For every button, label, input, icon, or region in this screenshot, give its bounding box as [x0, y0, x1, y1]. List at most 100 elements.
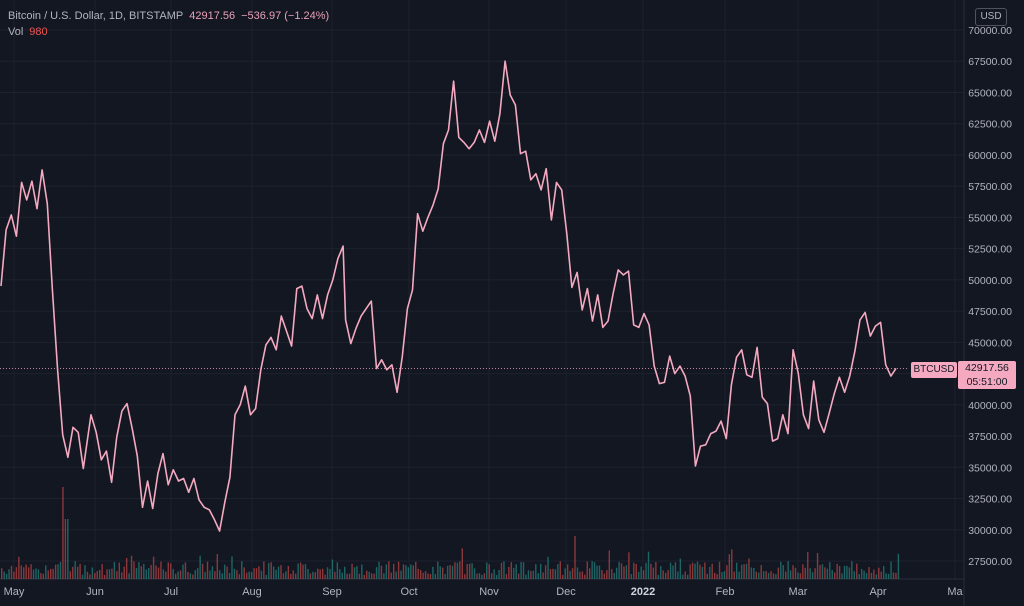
- volume-bar: [464, 574, 466, 579]
- x-tick-label: Ma: [947, 586, 963, 598]
- volume-bar: [393, 563, 395, 579]
- volume-bar: [30, 564, 32, 579]
- legend-header: Bitcoin / U.S. Dollar, 1D, BITSTAMP 42917…: [8, 10, 329, 22]
- volume-bar: [687, 574, 689, 579]
- volume-bar: [743, 564, 745, 579]
- volume-bar: [836, 563, 838, 579]
- volume-bar: [344, 566, 346, 579]
- volume-bar: [268, 563, 270, 579]
- volume-bar: [581, 571, 584, 579]
- volume-bar: [405, 565, 407, 579]
- volume-bar: [223, 564, 226, 579]
- volume-bar: [630, 574, 633, 579]
- currency-button[interactable]: USD: [975, 8, 1007, 26]
- volume-bar: [275, 569, 277, 579]
- volume-bar: [738, 571, 740, 579]
- volume-bar: [201, 563, 204, 579]
- volume-bar: [113, 561, 116, 579]
- volume-bar: [380, 565, 383, 579]
- volume-bar: [25, 564, 27, 579]
- price-change: −536.97 (−1.24%): [241, 10, 330, 22]
- volume-bar: [789, 570, 792, 579]
- volume-bar: [432, 566, 434, 579]
- volume-bar: [299, 562, 302, 579]
- volume-bar: [307, 568, 309, 579]
- volume-bar: [522, 562, 525, 579]
- y-tick-label: 45000.00: [968, 337, 1012, 349]
- volume-bar: [410, 564, 412, 579]
- volume-bar: [446, 565, 449, 579]
- volume-bar: [745, 563, 748, 579]
- volume-bar: [615, 567, 618, 579]
- y-tick-label: 62500.00: [968, 119, 1012, 131]
- volume-bar: [797, 572, 799, 579]
- volume-bar: [601, 570, 603, 579]
- price-series: [0, 60, 909, 532]
- volume-bar: [809, 568, 811, 579]
- volume-bar: [736, 562, 738, 579]
- volume-bar: [192, 574, 194, 579]
- volume-bar: [133, 561, 135, 579]
- volume-bar: [108, 569, 111, 579]
- volume-bar: [750, 567, 753, 579]
- volume-bar: [219, 570, 221, 579]
- volume-bar: [635, 563, 637, 579]
- volume-bar: [111, 568, 113, 579]
- volume-bar: [787, 561, 789, 579]
- volume-bar: [216, 554, 218, 579]
- price-axis: 70000.00 67500.00 65000.00 62500.00 60000.00…: [968, 25, 1012, 568]
- volume-bar: [23, 567, 25, 579]
- y-tick-label: 67500.00: [968, 56, 1012, 68]
- volume-bar: [709, 566, 711, 579]
- volume-bar: [74, 561, 76, 579]
- volume-bar: [287, 565, 290, 579]
- volume-bar: [848, 567, 851, 579]
- volume-bar: [258, 566, 260, 579]
- volume-bar: [883, 566, 885, 579]
- price-line: [0, 60, 897, 532]
- volume-bar: [792, 565, 794, 579]
- volume-bar: [415, 561, 417, 579]
- volume-bar: [277, 566, 280, 579]
- volume-bar: [388, 561, 390, 579]
- volume-bar: [214, 571, 216, 579]
- volume-bar: [370, 573, 373, 579]
- volume-bar: [672, 565, 674, 579]
- volume-bar: [890, 561, 892, 579]
- volume-bar: [59, 562, 62, 579]
- volume-bar: [138, 562, 140, 579]
- volume-bar: [613, 572, 615, 579]
- volume-bar: [721, 572, 723, 579]
- volume-bar: [297, 563, 299, 579]
- volume-bar: [838, 566, 841, 579]
- volume-bar: [628, 552, 630, 579]
- volume-bar: [265, 574, 267, 579]
- volume-bar: [586, 561, 588, 579]
- volume-bars: [1, 487, 900, 579]
- volume-bar: [633, 562, 635, 579]
- volume-bar: [691, 562, 694, 579]
- volume-bar: [775, 574, 777, 579]
- volume-bar: [645, 562, 647, 579]
- volume-bar: [552, 568, 554, 579]
- volume-bar: [476, 573, 478, 579]
- volume-bar: [324, 574, 326, 579]
- volume-bar: [834, 572, 836, 579]
- volume-bar: [527, 570, 530, 579]
- volume-bar: [15, 567, 18, 579]
- volume-bar: [248, 571, 250, 579]
- volume-bar: [887, 573, 890, 579]
- volume-bar: [488, 564, 490, 579]
- volume-bar: [459, 561, 461, 579]
- volume-bar: [657, 574, 659, 579]
- volume-bar: [331, 559, 334, 579]
- volume-bar: [390, 572, 392, 579]
- volume-bar: [329, 568, 331, 579]
- volume-bar: [748, 558, 750, 579]
- volume-bar: [400, 570, 402, 579]
- volume-bar: [620, 563, 623, 579]
- volume-bar: [211, 566, 214, 579]
- y-tick-label: 47500.00: [968, 306, 1012, 318]
- volume-bar: [84, 565, 86, 579]
